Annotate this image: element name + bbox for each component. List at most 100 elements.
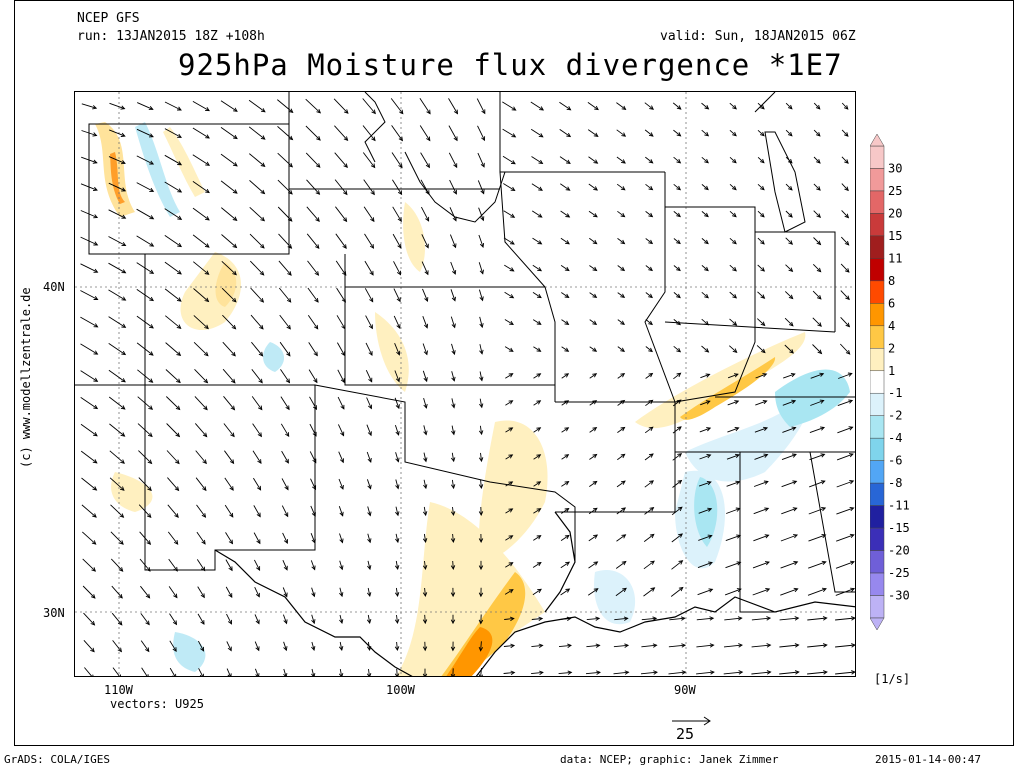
wind-vector bbox=[785, 129, 793, 137]
wind-vector-head bbox=[648, 239, 654, 245]
wind-vector bbox=[279, 314, 291, 330]
colorbar-tick-label: 25 bbox=[888, 184, 902, 198]
wind-vector bbox=[700, 400, 710, 406]
wind-vector bbox=[224, 477, 234, 491]
colorbar: 30 25 20 15 11 8 6 4 2 1 -1 -2 -4 -6 -8 -11 -15 -20 -25 -30 bbox=[870, 134, 910, 630]
wind-vector bbox=[587, 588, 599, 596]
wind-vector-head bbox=[536, 508, 542, 513]
colorbar-swatch bbox=[870, 280, 885, 304]
wind-vector-head bbox=[766, 616, 772, 621]
wind-vector-head bbox=[90, 620, 96, 626]
wind-vector bbox=[365, 342, 373, 356]
wind-vector bbox=[673, 211, 681, 217]
wind-vector-head bbox=[232, 162, 238, 167]
wind-vector-head bbox=[91, 540, 97, 545]
wind-vector bbox=[252, 450, 262, 464]
colorbar-tick-label: -25 bbox=[888, 566, 910, 580]
wind-vector bbox=[617, 319, 625, 325]
wind-vector-head bbox=[341, 297, 346, 303]
wind-vector bbox=[112, 640, 122, 652]
wind-vector bbox=[109, 450, 125, 464]
wind-vector bbox=[779, 671, 799, 675]
convergence-core bbox=[446, 627, 493, 676]
wind-vector-head bbox=[791, 426, 797, 431]
colorbar-swatch bbox=[870, 550, 885, 574]
wind-vector bbox=[136, 262, 154, 274]
wind-vector-head bbox=[821, 587, 827, 593]
wind-vector bbox=[452, 533, 454, 543]
wind-vector bbox=[423, 506, 427, 516]
wind-vector bbox=[812, 263, 822, 273]
wind-vector bbox=[334, 179, 348, 195]
wind-vector bbox=[589, 265, 597, 271]
wind-vector-head bbox=[787, 158, 793, 164]
wind-vector bbox=[108, 236, 126, 246]
wind-vector bbox=[671, 506, 683, 516]
wind-vector-head bbox=[479, 323, 484, 329]
wind-vector-head bbox=[233, 134, 238, 140]
wind-vector bbox=[137, 369, 153, 383]
wind-vector-head bbox=[339, 484, 344, 490]
wind-vector-head bbox=[734, 427, 740, 432]
wind-vector-head bbox=[177, 106, 182, 111]
wind-vector bbox=[558, 644, 572, 648]
wind-vector bbox=[305, 98, 321, 114]
wind-vector bbox=[366, 424, 372, 436]
wind-vector-head bbox=[621, 507, 627, 512]
wind-vector bbox=[752, 561, 770, 569]
wind-vector-head bbox=[450, 619, 456, 625]
wind-vector bbox=[168, 558, 178, 572]
wind-vector bbox=[192, 181, 210, 193]
wind-vector-head bbox=[423, 484, 428, 490]
wind-vector bbox=[423, 425, 427, 435]
wind-vector-head bbox=[788, 185, 793, 191]
wind-vector bbox=[108, 343, 126, 355]
wind-vector bbox=[757, 264, 765, 272]
wind-vector bbox=[813, 237, 821, 245]
wind-vector-head bbox=[592, 213, 598, 218]
wind-vector-head bbox=[311, 672, 316, 676]
wind-vector-head bbox=[788, 321, 794, 327]
wind-vector bbox=[108, 156, 126, 164]
wind-vector-head bbox=[312, 458, 317, 464]
wind-vector bbox=[668, 644, 686, 648]
wind-vector bbox=[334, 152, 348, 168]
wind-vector-head bbox=[653, 670, 658, 675]
wind-vector bbox=[645, 211, 653, 217]
wind-vector bbox=[391, 152, 403, 168]
wind-vector-head bbox=[508, 454, 514, 459]
wind-vector bbox=[222, 368, 236, 384]
wind-vector-head bbox=[93, 214, 99, 219]
wind-vector-head bbox=[620, 293, 626, 298]
wind-vector bbox=[81, 531, 97, 545]
wind-vector-head bbox=[176, 378, 181, 384]
wind-vector bbox=[729, 237, 737, 245]
wind-vector-head bbox=[147, 486, 152, 492]
wind-vector bbox=[671, 560, 683, 570]
wind-vector-head bbox=[233, 107, 238, 112]
colorbar-tick-label: -1 bbox=[888, 386, 902, 400]
wind-vector-head bbox=[708, 561, 713, 566]
wind-vector bbox=[282, 532, 288, 544]
wind-vector bbox=[644, 453, 654, 461]
wind-vector-head bbox=[509, 616, 515, 622]
wind-vector-head bbox=[620, 320, 626, 326]
wind-vector bbox=[249, 180, 265, 194]
wind-vector-head bbox=[255, 646, 260, 652]
wind-vector bbox=[83, 612, 95, 626]
wind-vector bbox=[165, 315, 181, 329]
vectors-label: vectors: U925 bbox=[110, 697, 204, 711]
wind-vector bbox=[335, 233, 347, 249]
wind-vector bbox=[560, 183, 570, 191]
wind-vector bbox=[249, 153, 265, 167]
wind-vector bbox=[281, 450, 289, 464]
wind-vector bbox=[672, 453, 682, 461]
wind-vector bbox=[723, 644, 743, 648]
wind-vector-head bbox=[652, 616, 658, 621]
colorbar-tick-label: -6 bbox=[888, 454, 902, 468]
wind-vector-head bbox=[816, 267, 822, 273]
wind-vector-head bbox=[764, 507, 770, 512]
wind-vector-head bbox=[822, 643, 828, 648]
wind-vector-head bbox=[341, 351, 346, 357]
wind-vector-head bbox=[342, 217, 348, 223]
